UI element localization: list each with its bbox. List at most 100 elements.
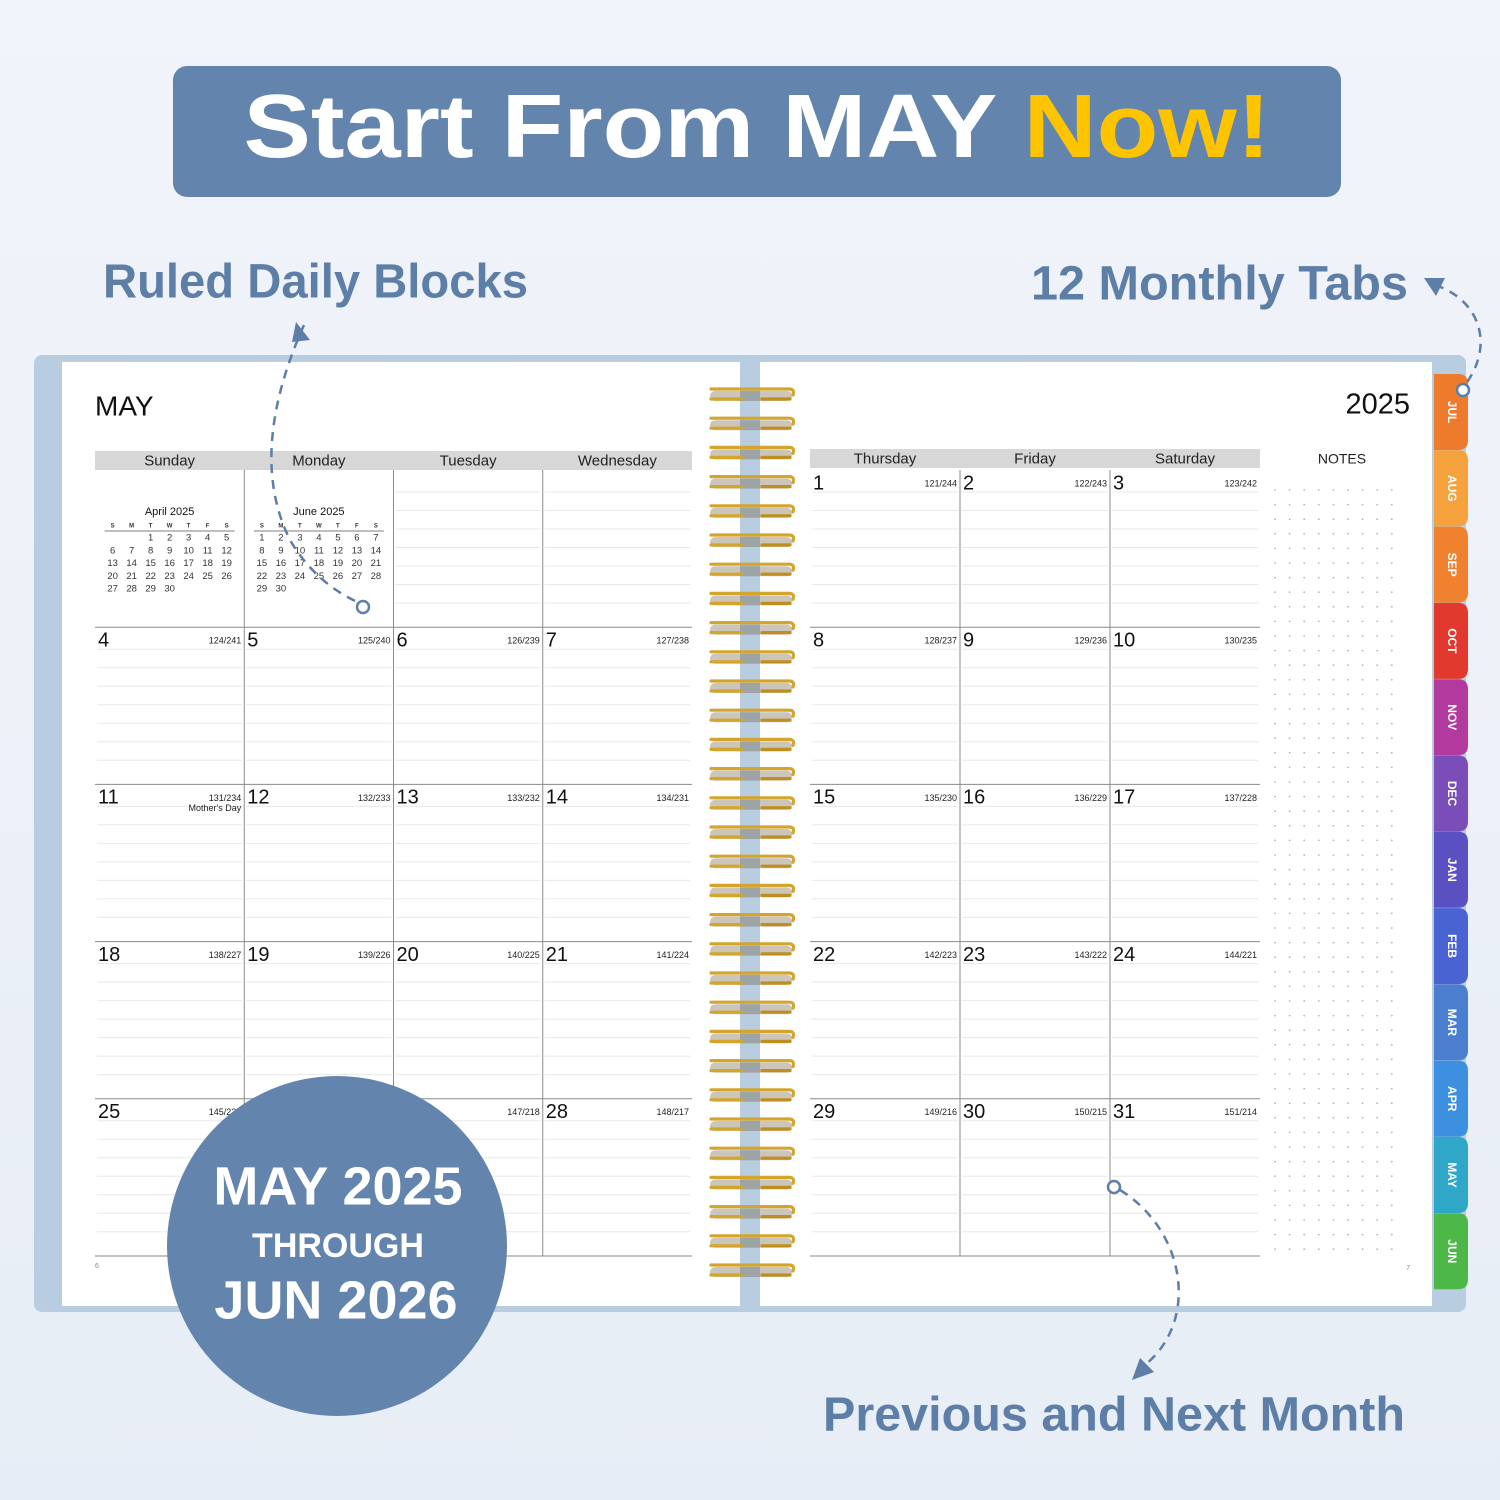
note-dot: [1361, 503, 1364, 506]
note-dot: [1332, 1014, 1335, 1017]
callout: Ruled Daily Blocks: [103, 256, 528, 309]
note-dot: [1332, 1043, 1335, 1046]
note-dot: [1274, 518, 1276, 521]
note-dot: [1390, 766, 1393, 769]
note-dot: [1274, 766, 1276, 769]
note-dot: [1274, 1248, 1276, 1251]
note-dot: [1317, 1058, 1320, 1061]
day-count: 122/243: [1074, 478, 1107, 488]
note-dot: [1332, 985, 1335, 988]
note-dot: [1288, 1087, 1291, 1090]
note-dot: [1274, 1058, 1276, 1061]
day-count: 121/244: [924, 478, 957, 488]
note-dot: [1347, 795, 1349, 798]
note-dot: [1376, 1087, 1379, 1090]
note-dot: [1376, 1058, 1379, 1061]
note-dot: [1288, 1175, 1291, 1178]
note-dot: [1347, 1146, 1349, 1148]
note-dot: [1317, 503, 1320, 506]
note-dot: [1361, 722, 1364, 725]
note-dot: [1332, 883, 1335, 886]
note-dot: [1390, 795, 1393, 798]
note-dot: [1376, 1160, 1379, 1163]
mini-day: 12: [333, 545, 344, 556]
note-dot: [1317, 1029, 1320, 1032]
note-dot: [1390, 1146, 1393, 1148]
note-dot: [1274, 868, 1276, 871]
month-tab: [1434, 984, 1468, 1061]
note-dot: [1390, 605, 1393, 608]
note-dot: [1376, 781, 1379, 783]
day-count: 128/237: [924, 636, 957, 646]
banner: [173, 66, 1341, 197]
spiral-ring: [709, 1117, 796, 1131]
mini-day: 1: [148, 533, 153, 544]
spiral-ring: [709, 1029, 796, 1043]
note-dot: [1274, 489, 1276, 491]
note-dot: [1288, 751, 1291, 754]
note-dot: [1361, 956, 1364, 959]
note-dot: [1274, 1029, 1276, 1032]
mini-day: 22: [257, 571, 268, 582]
note-dot: [1361, 912, 1364, 915]
note-dot: [1390, 503, 1393, 506]
month-tab-label: JAN: [1445, 858, 1459, 882]
notes-title: NOTES: [1318, 451, 1366, 467]
note-dot: [1303, 810, 1306, 813]
note-dot: [1376, 868, 1379, 871]
note-dot: [1376, 1233, 1379, 1236]
mini-initial: S: [260, 524, 264, 530]
note-dot: [1303, 664, 1306, 667]
note-dot: [1288, 781, 1291, 783]
note-dot: [1332, 839, 1335, 842]
note-dot: [1303, 1233, 1306, 1236]
mini-day: 6: [354, 533, 359, 544]
day-number: 1: [813, 472, 824, 494]
note-dot: [1317, 854, 1320, 856]
note-dot: [1332, 1219, 1335, 1221]
note-dot: [1390, 1014, 1393, 1017]
note-dot: [1390, 941, 1393, 944]
note-dot: [1390, 927, 1393, 929]
note-dot: [1347, 751, 1349, 754]
note-dot: [1288, 897, 1291, 900]
spiral-ring: [709, 387, 796, 401]
note-dot: [1361, 649, 1364, 652]
note-dot: [1390, 810, 1393, 813]
note-dot: [1390, 547, 1393, 550]
mini-day: 10: [295, 545, 306, 556]
note-dot: [1376, 810, 1379, 813]
spiral-ring: [709, 475, 796, 489]
note-dot: [1332, 722, 1335, 725]
mini-day: 2: [278, 533, 283, 544]
note-dot: [1376, 1102, 1379, 1105]
note-dot: [1317, 824, 1320, 827]
note-dot: [1361, 839, 1364, 842]
note-dot: [1332, 1175, 1335, 1178]
note-dot: [1390, 518, 1393, 521]
note-dot: [1303, 751, 1306, 754]
spiral-ring: [709, 621, 796, 635]
weekday-label: Friday: [1014, 450, 1056, 467]
note-dot: [1317, 883, 1320, 886]
note-dot: [1317, 1175, 1320, 1178]
note-dot: [1288, 649, 1291, 652]
note-dot: [1332, 810, 1335, 813]
note-dot: [1317, 1204, 1320, 1207]
mini-title: April 2025: [145, 506, 195, 518]
note-dot: [1288, 985, 1291, 988]
mini-day: 21: [126, 571, 137, 582]
note-dot: [1347, 664, 1349, 667]
day-number: 21: [546, 944, 568, 966]
note-dot: [1317, 868, 1320, 871]
note-dot: [1303, 868, 1306, 871]
mini-day: 20: [352, 558, 363, 569]
note-dot: [1288, 1160, 1291, 1163]
note-dot: [1347, 678, 1349, 681]
note-dot: [1274, 576, 1276, 579]
note-dot: [1361, 868, 1364, 871]
mini-day: 24: [183, 571, 194, 582]
note-dot: [1347, 605, 1349, 608]
mini-day: 14: [126, 558, 137, 569]
note-dot: [1303, 985, 1306, 988]
